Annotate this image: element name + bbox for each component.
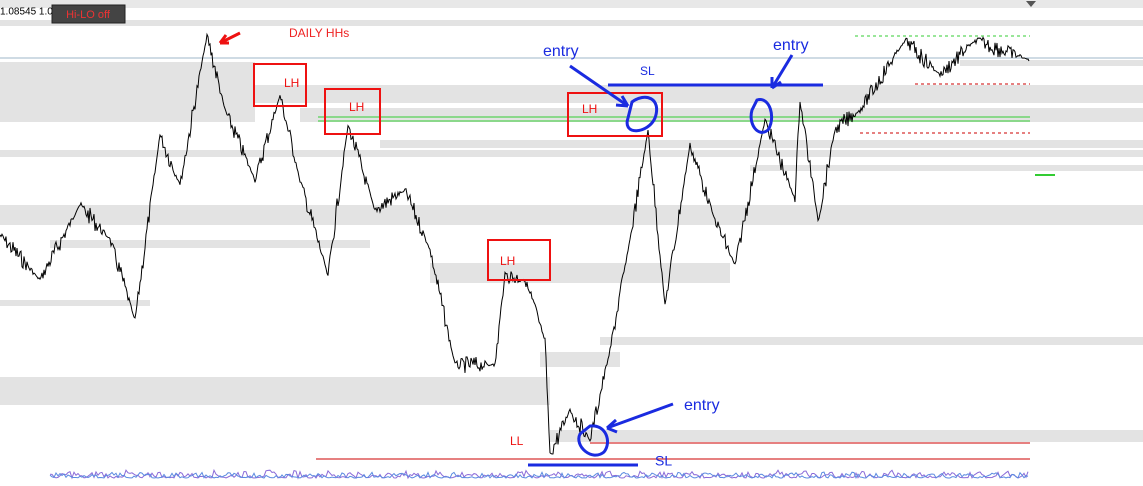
lh-label: LH	[284, 76, 299, 90]
entry-label: entry	[543, 43, 579, 60]
price-readout: 1.08545 1.08	[0, 7, 59, 18]
scroll-arrow[interactable]	[1026, 1, 1036, 7]
lh-labels: LH LH LH LH LH LL	[284, 76, 597, 448]
boxes	[253, 63, 663, 281]
sl-label: SL	[640, 64, 655, 78]
lh-label: LH	[582, 102, 597, 116]
indicator-line	[49, 471, 1029, 479]
zones	[0, 20, 1143, 442]
ll-label: LL	[510, 434, 524, 448]
arrow	[218, 31, 241, 45]
entry-label: entry	[773, 37, 809, 54]
sl-label: SL	[655, 453, 672, 469]
indicator-line	[49, 468, 1029, 480]
annotation: DAILY HHs	[289, 26, 349, 40]
lh-label: LH	[500, 254, 515, 268]
top-bar	[0, 0, 1143, 8]
blue-marks	[528, 54, 823, 467]
button-label[interactable]: Hi-LO off	[66, 9, 111, 21]
lh-label: LH	[349, 100, 364, 114]
entry-label: entry	[684, 397, 720, 414]
entry-labels: entry entry entry	[543, 37, 809, 414]
hilo-button[interactable]	[51, 4, 126, 24]
